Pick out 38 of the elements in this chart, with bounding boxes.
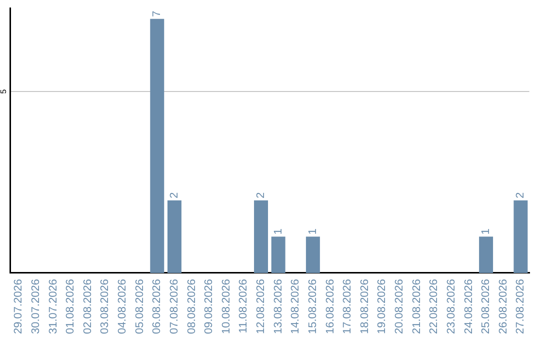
x-tick-label: 02.08.2026 xyxy=(82,278,94,334)
x-tick-label: 01.08.2026 xyxy=(64,278,77,334)
data-label: 2 xyxy=(255,192,268,198)
data-label: 2 xyxy=(514,192,527,198)
x-tick-label: 04.08.2026 xyxy=(116,278,129,334)
x-tick-label: 22.08.2026 xyxy=(428,278,440,334)
x-tick-label: 19.08.2026 xyxy=(376,278,388,334)
x-tick-label: 26.08.2026 xyxy=(497,278,510,334)
x-tick-label: 25.08.2026 xyxy=(480,278,492,334)
data-label: 1 xyxy=(480,228,492,235)
x-tick-label: 10.08.2026 xyxy=(220,278,232,334)
x-tick-label: 03.08.2026 xyxy=(99,278,112,334)
x-tick-label: 18.08.2026 xyxy=(358,278,371,334)
x-tick-label: 07.08.2026 xyxy=(168,278,180,334)
x-tick-label: 23.08.2026 xyxy=(445,278,458,334)
x-tick-label: 08.08.2026 xyxy=(186,278,198,334)
y-tick-label: 5 xyxy=(0,88,8,94)
data-label: 2 xyxy=(168,192,180,198)
x-tick-label: 12.08.2026 xyxy=(255,278,268,334)
x-tick-label: 31.07.2026 xyxy=(47,278,60,334)
data-label: 1 xyxy=(306,228,319,235)
x-tick-label: 21.08.2026 xyxy=(410,278,423,334)
x-tick-label: 29.07.2026 xyxy=(12,278,25,334)
data-label: 1 xyxy=(272,228,284,235)
x-tick-label: 16.08.2026 xyxy=(324,278,336,334)
data-label: 7 xyxy=(151,10,164,17)
x-tick-label: 11.08.2026 xyxy=(238,278,250,334)
x-tick-label: 06.08.2026 xyxy=(151,278,164,334)
x-tick-label: 09.08.2026 xyxy=(203,278,216,334)
x-tick-label: 20.08.2026 xyxy=(394,278,406,334)
x-tick-label: 13.08.2026 xyxy=(272,278,284,334)
x-tick-label: 27.08.2026 xyxy=(514,278,527,334)
x-tick-label: 05.08.2026 xyxy=(134,278,146,334)
x-tick-label: 24.08.2026 xyxy=(462,278,475,334)
x-tick-label: 17.08.2026 xyxy=(342,278,354,334)
x-tick-label: 15.08.2026 xyxy=(306,278,319,334)
x-tick-label: 30.07.2026 xyxy=(30,278,42,334)
x-tick-label: 14.08.2026 xyxy=(290,278,302,334)
